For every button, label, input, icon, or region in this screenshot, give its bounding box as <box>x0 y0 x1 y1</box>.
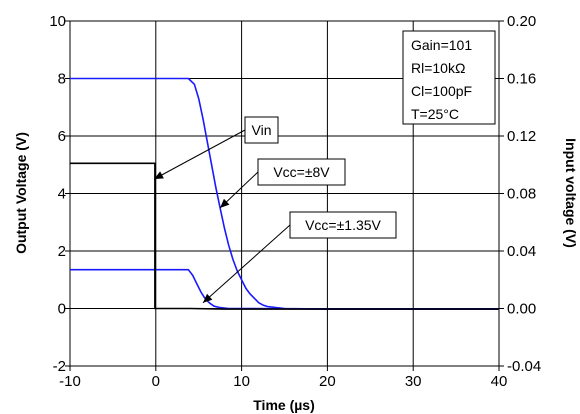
annotation-1: Vcc=±8V <box>219 158 346 209</box>
annotation-label: Vcc=±8V <box>273 164 330 180</box>
info-cl: Cl=100pF <box>411 83 472 99</box>
info-rl: Rl=10kΩ <box>411 60 465 76</box>
y-axis-title-right: Input voltage (V) <box>563 138 579 248</box>
y-tick-label-left: -2 <box>53 358 66 375</box>
info-box-frame <box>402 30 496 125</box>
info-temp: T=25°C <box>411 106 459 122</box>
annotation-arrow-line <box>153 129 246 180</box>
annotation-0: Vin <box>153 116 279 180</box>
series-line-2 <box>70 162 499 310</box>
annotation-label-box <box>289 211 397 239</box>
x-axis-title: Time (µs) <box>253 397 315 413</box>
series-layer <box>70 77 499 310</box>
annotation-label: Vin <box>252 122 272 138</box>
y-tick-label-right: 0.16 <box>507 71 536 88</box>
x-tick-label: 30 <box>405 373 422 390</box>
annotation-layer: Vin Vcc=±8V Vcc=±1.35V <box>153 116 397 304</box>
annotation-arrowhead <box>202 293 213 303</box>
y-tick-label-right: 0.04 <box>507 243 536 260</box>
y-tick-label-right: 0.08 <box>507 186 536 203</box>
x-tick-label: 10 <box>233 373 250 390</box>
y-tick-label-left: 6 <box>58 128 66 145</box>
y-tick-label-right: -0.04 <box>507 358 541 375</box>
x-tick-label: -10 <box>59 373 81 390</box>
annotation-arrowhead <box>220 198 230 208</box>
y-tick-label-left: 4 <box>58 186 66 203</box>
y-tick-label-left: 2 <box>58 243 66 260</box>
annotation-arrowhead <box>154 171 164 180</box>
x-tick-label: 20 <box>319 373 336 390</box>
y-tick-label-right: 0.20 <box>507 13 536 30</box>
info-gain: Gain=101 <box>411 37 472 53</box>
annotation-2: Vcc=±1.35V <box>202 211 397 304</box>
y-tick-label-left: 10 <box>49 13 66 30</box>
annotation-arrow-line <box>202 224 291 304</box>
x-tick-label: 40 <box>491 373 508 390</box>
series-line-0 <box>70 77 499 310</box>
info-box: Gain=101 Rl=10kΩ Cl=100pF T=25°C <box>402 30 496 125</box>
annotation-label-box <box>257 158 346 186</box>
annotation-label: Vcc=±1.35V <box>305 217 381 233</box>
y-tick-label-right: 0.00 <box>507 301 536 318</box>
y-tick-label-left: 8 <box>58 71 66 88</box>
y-tick-label-left: 0 <box>58 301 66 318</box>
x-tick-label: 0 <box>152 373 160 390</box>
annotation-label-box <box>244 116 279 144</box>
y-axis-title-left: Output Voltage (V) <box>13 132 29 254</box>
ticks-layer: -10 0 10 20 30 40 -2 0 2 4 6 8 10 -0.04 0.00 0.04 0.08 0.… <box>49 13 541 390</box>
y-tick-label-right: 0.12 <box>507 128 536 145</box>
